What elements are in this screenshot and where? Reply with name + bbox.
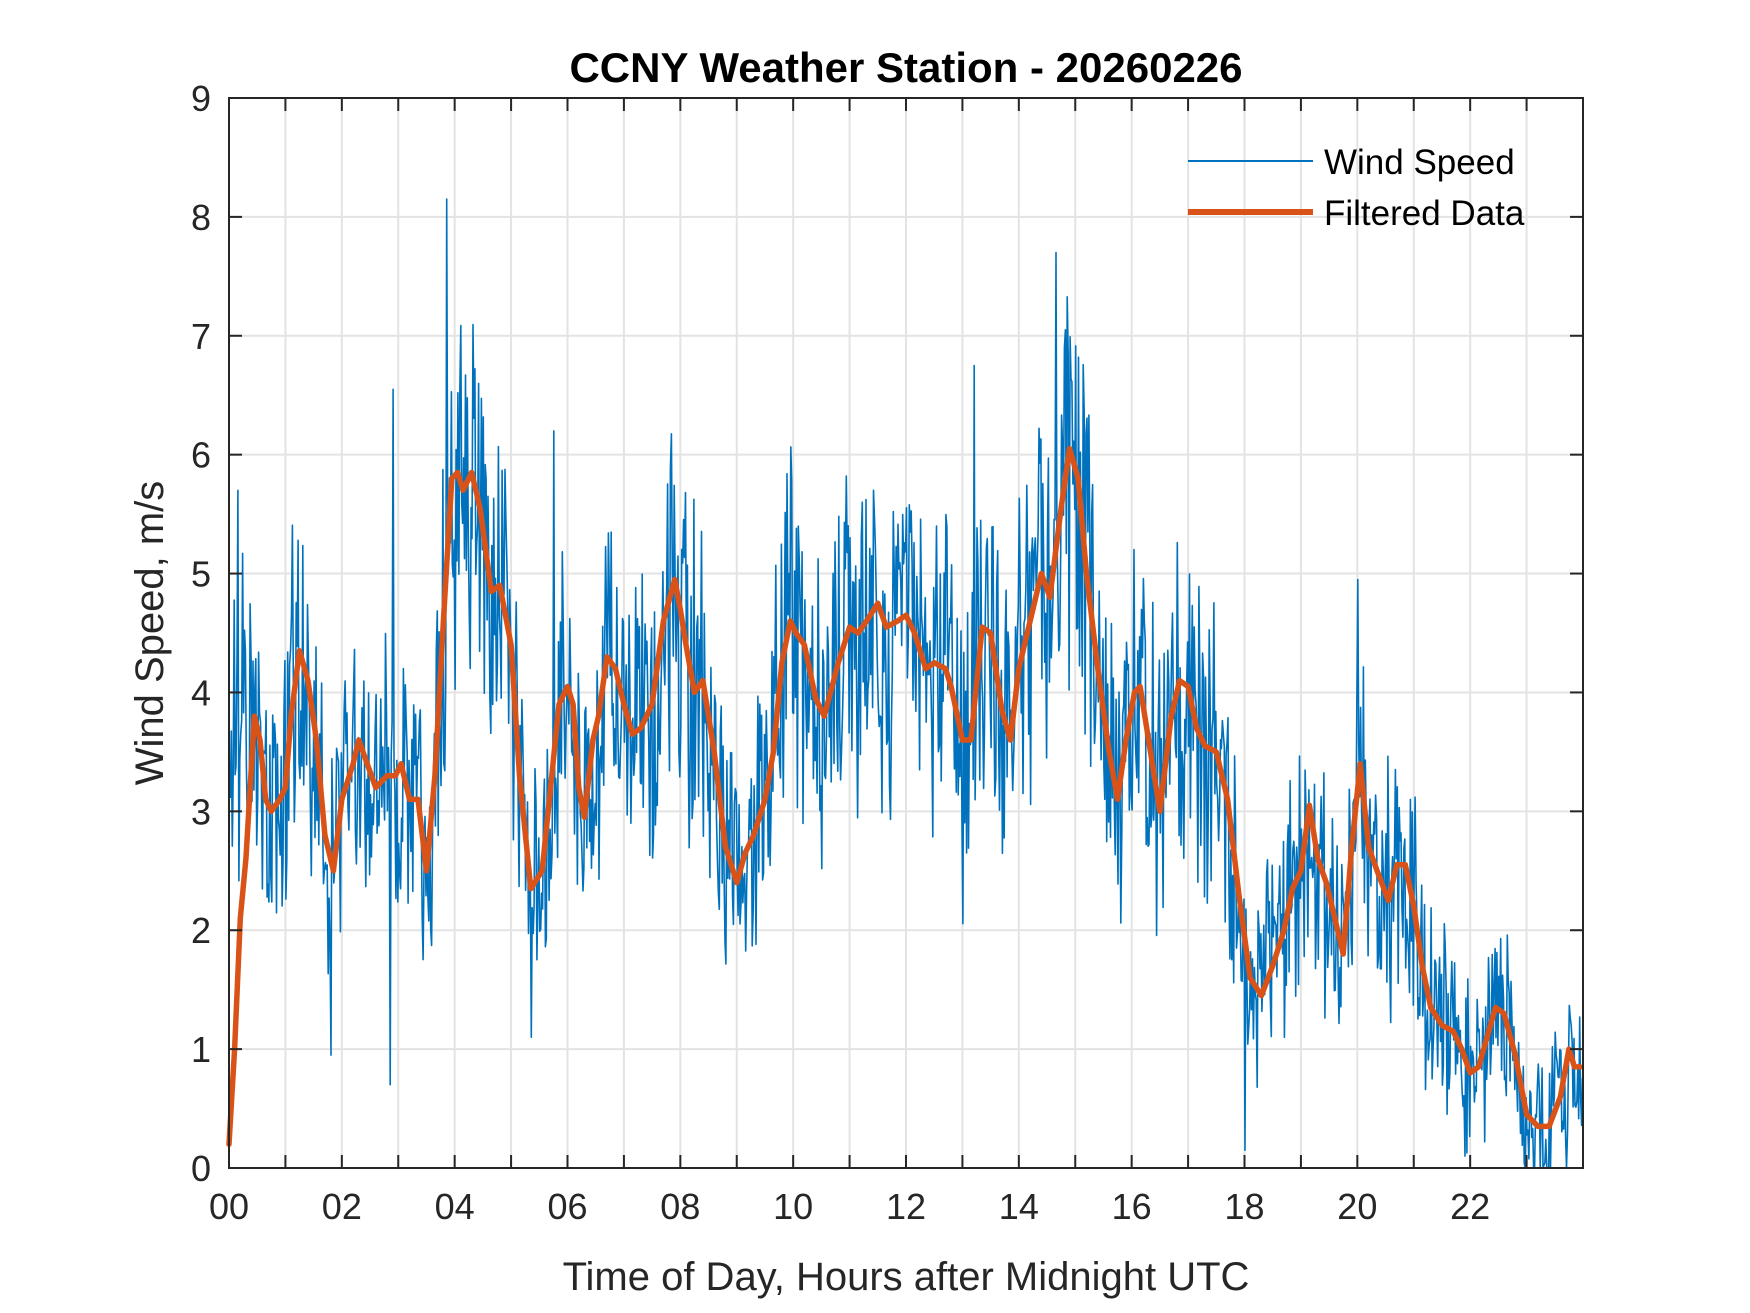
y-tick-label: 2 <box>191 910 211 951</box>
y-tick-label: 1 <box>191 1029 211 1070</box>
y-tick-label: 3 <box>191 791 211 832</box>
series-filtered-data <box>226 445 1583 1147</box>
y-tick-label: 8 <box>191 197 211 238</box>
y-tick-label: 4 <box>191 672 211 713</box>
x-tick-label: 00 <box>209 1186 249 1227</box>
series-wind-speed <box>228 198 1584 1169</box>
filtered-data-line <box>226 445 1583 1147</box>
tick-marks <box>229 97 1583 1169</box>
y-tick-label: 6 <box>191 435 211 476</box>
chart-title: CCNY Weather Station - 20260226 <box>569 44 1242 91</box>
x-tick-label: 02 <box>322 1186 362 1227</box>
legend: Wind Speed Filtered Data <box>1188 143 1525 233</box>
x-axis-label: Time of Day, Hours after Midnight UTC <box>563 1255 1250 1299</box>
x-tick-label: 10 <box>773 1186 813 1227</box>
x-tick-label: 18 <box>1224 1186 1264 1227</box>
x-tick-label: 04 <box>435 1186 475 1227</box>
x-tick-label: 22 <box>1450 1186 1490 1227</box>
x-tick-label: 16 <box>1112 1186 1152 1227</box>
x-tick-label: 20 <box>1337 1186 1377 1227</box>
x-tick-label: 08 <box>660 1186 700 1227</box>
legend-label-wind-speed: Wind Speed <box>1324 143 1515 182</box>
y-tick-label: 9 <box>191 78 211 119</box>
y-tick-labels: 0 1 2 3 4 5 6 7 8 9 <box>191 78 211 1189</box>
x-tick-label: 06 <box>547 1186 587 1227</box>
x-tick-label: 14 <box>999 1186 1039 1227</box>
y-tick-label: 7 <box>191 316 211 357</box>
x-tick-label: 12 <box>886 1186 926 1227</box>
y-tick-label: 0 <box>191 1148 211 1189</box>
y-axis-label: Wind Speed, m/s <box>128 481 172 786</box>
wind-speed-line <box>228 198 1584 1169</box>
y-tick-label: 5 <box>191 554 211 595</box>
legend-label-filtered-data: Filtered Data <box>1324 194 1525 233</box>
x-tick-labels: 00 02 04 06 08 10 12 14 16 18 20 22 <box>209 1186 1490 1227</box>
